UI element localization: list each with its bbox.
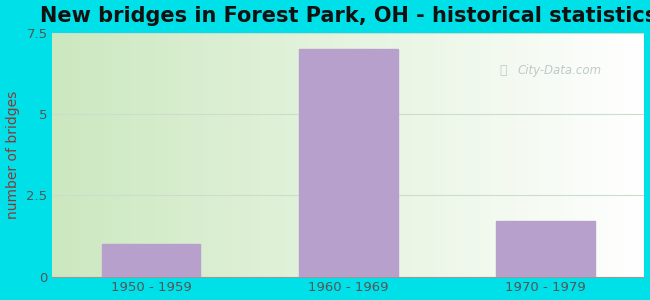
Bar <box>102 244 200 277</box>
Text: ⓘ: ⓘ <box>499 64 507 77</box>
Bar <box>299 49 398 277</box>
Bar <box>497 221 595 277</box>
Text: City-Data.com: City-Data.com <box>517 64 601 77</box>
Y-axis label: number of bridges: number of bridges <box>6 91 20 219</box>
Title: New bridges in Forest Park, OH - historical statistics: New bridges in Forest Park, OH - histori… <box>40 6 650 26</box>
